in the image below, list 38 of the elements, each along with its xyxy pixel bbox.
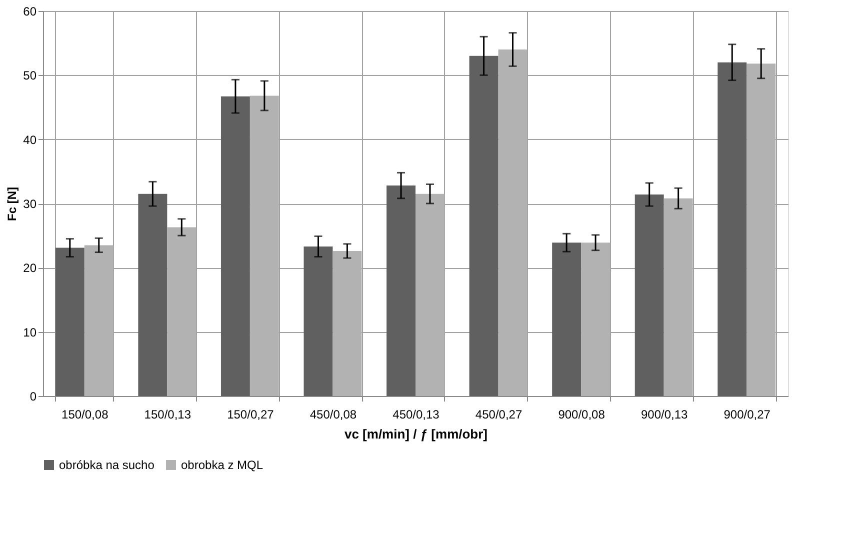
y-tick-label: 20	[23, 261, 37, 276]
bar	[498, 50, 528, 396]
bar	[386, 186, 416, 396]
y-tick-label: 60	[23, 4, 37, 18]
bar	[220, 96, 250, 396]
bar	[332, 250, 362, 396]
x-tick-label: 150/0,27	[227, 408, 274, 422]
bar	[718, 62, 747, 396]
x-tick-label: 900/0,13	[640, 408, 688, 422]
bar	[55, 248, 84, 396]
bar	[167, 227, 196, 396]
bar	[304, 246, 333, 396]
y-tick-label: 50	[23, 68, 37, 83]
y-tick-label: 40	[23, 132, 37, 147]
y-tick-label: 0	[30, 390, 37, 404]
legend-label: obróbka na sucho	[59, 458, 155, 472]
x-tick-label: 150/0,13	[144, 408, 192, 422]
x-tick-label: 450/0,13	[392, 408, 440, 422]
x-axis-title: vc [m/min] / ƒ [mm/obr]	[344, 426, 488, 442]
x-tick-label: 450/0,27	[475, 408, 522, 422]
bar	[634, 194, 664, 396]
y-tick-label: 10	[23, 325, 37, 340]
x-tick-label: 900/0,08	[558, 408, 606, 422]
y-tick-label: 30	[23, 197, 37, 211]
bar	[552, 242, 582, 396]
bar	[250, 96, 279, 396]
x-tick-label: 900/0,27	[724, 408, 771, 422]
x-tick-label: 150/0,08	[62, 408, 109, 422]
bar	[138, 194, 168, 396]
y-axis-title: Fc [N]	[5, 187, 20, 221]
x-tick-label: 450/0,08	[310, 408, 357, 422]
bar	[581, 242, 610, 396]
legend-label: obrobka z MQL	[181, 458, 264, 472]
bar	[84, 245, 114, 396]
bar	[469, 56, 498, 396]
bar	[664, 198, 693, 396]
bar	[746, 64, 776, 396]
bar	[416, 194, 444, 396]
